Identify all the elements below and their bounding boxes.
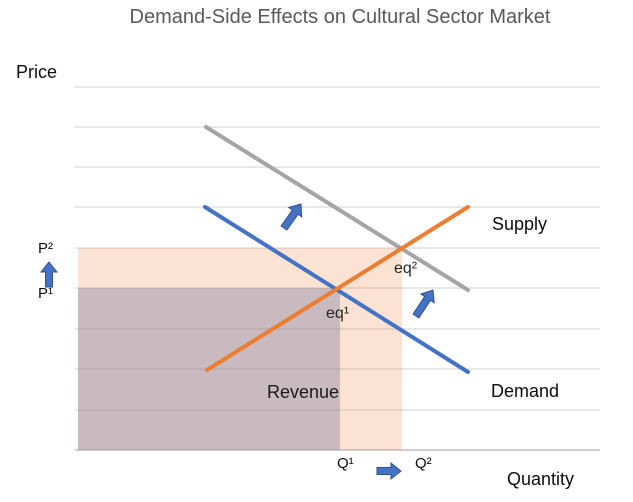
shifted-demand-line — [204, 125, 470, 292]
quantity-2-tick-label: Q² — [415, 455, 432, 472]
y-axis-label: Price — [16, 62, 58, 82]
supply-curve-label: Supply — [492, 214, 548, 234]
quantity-increase-arrow — [376, 461, 402, 481]
chart-title: Demand-Side Effects on Cultural Sector M… — [129, 6, 551, 28]
price-increase-arrow — [39, 261, 59, 288]
demand-curve-label: Demand — [491, 381, 560, 401]
quantity-1-tick-label: Q¹ — [337, 455, 354, 472]
price-1-tick-label: P¹ — [38, 285, 53, 302]
demand-shift-arrow-upper — [280, 203, 303, 231]
demand-shift-arrow-lower — [412, 289, 435, 319]
equilibrium-1-label: eq¹ — [326, 305, 350, 322]
equilibrium-2-label: eq² — [394, 260, 418, 277]
price-2-tick-label: P² — [38, 240, 53, 257]
revenue-label: Revenue — [267, 382, 340, 402]
x-axis-label: Quantity — [507, 469, 575, 489]
supply-line — [205, 205, 470, 372]
